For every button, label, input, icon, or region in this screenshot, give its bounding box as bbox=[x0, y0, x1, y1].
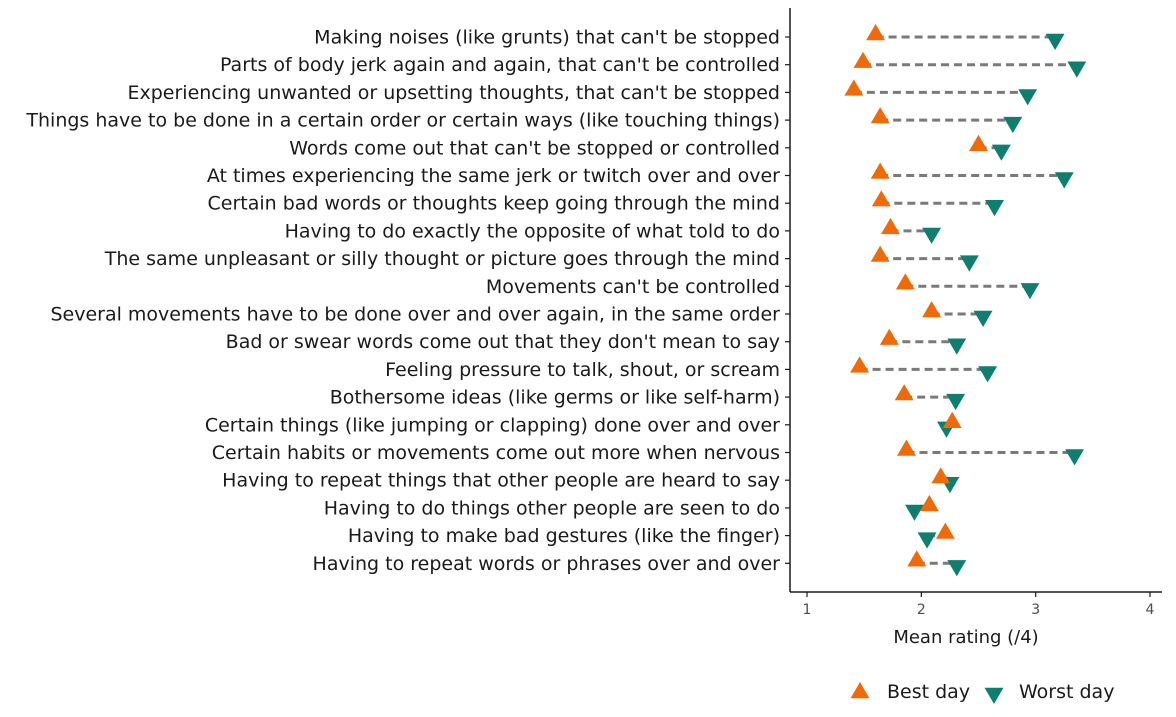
best-day-point bbox=[866, 24, 886, 41]
y-ticks bbox=[785, 36, 790, 564]
data-points bbox=[844, 24, 1087, 577]
best-day-point bbox=[881, 217, 900, 235]
worst-day-point bbox=[1003, 116, 1023, 134]
category-label: Bad or swear words come out that they do… bbox=[226, 331, 780, 353]
worst-day-point bbox=[947, 560, 967, 577]
x-tick-label: 2 bbox=[917, 602, 926, 618]
x-tick-label: 1 bbox=[803, 602, 812, 618]
category-label: Certain habits or movements come out mor… bbox=[212, 442, 780, 464]
worst-day-point bbox=[978, 366, 998, 383]
best-day-point bbox=[870, 162, 890, 179]
best-day-point bbox=[919, 494, 939, 512]
best-day-point bbox=[895, 273, 915, 290]
best-day-point bbox=[897, 439, 916, 456]
legend-best-day-label: Best day bbox=[887, 681, 970, 703]
worst-day-point bbox=[1065, 449, 1084, 466]
category-label: Having to do things other people are see… bbox=[324, 497, 780, 519]
worst-day-point bbox=[1020, 283, 1040, 300]
worst-day-point bbox=[1018, 89, 1038, 106]
x-ticks: 1 2 3 4 bbox=[803, 592, 1155, 618]
legend: Best day Worst day bbox=[850, 681, 1114, 704]
worst-day-point bbox=[922, 227, 942, 244]
best-day-point bbox=[907, 550, 927, 567]
category-label: Experiencing unwanted or upsetting thoug… bbox=[127, 82, 780, 104]
worst-day-point bbox=[985, 200, 1004, 217]
category-label: Having to make bad gestures (like the fi… bbox=[348, 525, 780, 547]
worst-day-point bbox=[1045, 33, 1065, 50]
category-label: At times experiencing the same jerk or t… bbox=[207, 165, 780, 187]
worst-day-point bbox=[1067, 61, 1087, 78]
worst-day-point bbox=[991, 144, 1011, 161]
best-day-point bbox=[850, 356, 870, 373]
category-label: Certain bad words or thoughts keep going… bbox=[207, 193, 780, 215]
category-label: Making noises (like grunts) that can't b… bbox=[314, 27, 780, 49]
category-labels: Making noises (like grunts) that can't b… bbox=[25, 27, 780, 575]
best-day-point bbox=[879, 328, 899, 345]
worst-day-point bbox=[905, 504, 924, 521]
worst-day-point bbox=[947, 338, 967, 355]
best-day-point bbox=[853, 51, 873, 68]
best-day-point bbox=[969, 134, 988, 151]
category-label: Certain things (like jumping or clapping… bbox=[205, 414, 780, 436]
category-label: The same unpleasant or silly thought or … bbox=[104, 248, 780, 270]
best-day-point bbox=[871, 190, 891, 207]
x-axis-title: Mean rating (/4) bbox=[893, 627, 1038, 648]
category-label: Things have to be done in a certain orde… bbox=[25, 110, 780, 132]
category-label: Movements can't be controlled bbox=[486, 276, 780, 298]
category-label: Having to repeat things that other peopl… bbox=[222, 470, 780, 492]
connector-lines bbox=[853, 35, 1077, 565]
worst-day-point bbox=[1054, 172, 1074, 189]
best-day-point bbox=[894, 384, 914, 401]
best-day-point bbox=[870, 245, 890, 262]
legend-worst-day-label: Worst day bbox=[1019, 681, 1114, 703]
category-label: Feeling pressure to talk, shout, or scre… bbox=[385, 359, 780, 381]
legend-worst-day-marker bbox=[984, 687, 1004, 704]
worst-day-point bbox=[917, 532, 937, 549]
category-label: Parts of body jerk again and again, that… bbox=[220, 54, 780, 76]
best-day-point bbox=[870, 107, 890, 124]
category-label: Several movements have to be done over a… bbox=[50, 304, 780, 326]
legend-best-day-marker bbox=[850, 682, 870, 699]
category-label: Having to repeat words or phrases over a… bbox=[313, 553, 781, 575]
best-day-point bbox=[922, 301, 942, 318]
x-tick-label: 3 bbox=[1031, 602, 1040, 618]
category-label: Bothersome ideas (like germs or like sel… bbox=[330, 387, 780, 409]
best-day-point bbox=[935, 522, 955, 539]
worst-day-point bbox=[973, 310, 993, 327]
best-day-point bbox=[844, 79, 864, 96]
category-label: Words come out that can't be stopped or … bbox=[289, 137, 780, 159]
best-day-point bbox=[931, 467, 951, 484]
category-label: Having to do exactly the opposite of wha… bbox=[285, 220, 780, 242]
best-day-point bbox=[942, 411, 962, 428]
x-tick-label: 4 bbox=[1146, 602, 1155, 618]
worst-day-point bbox=[946, 393, 966, 411]
worst-day-point bbox=[959, 255, 979, 272]
